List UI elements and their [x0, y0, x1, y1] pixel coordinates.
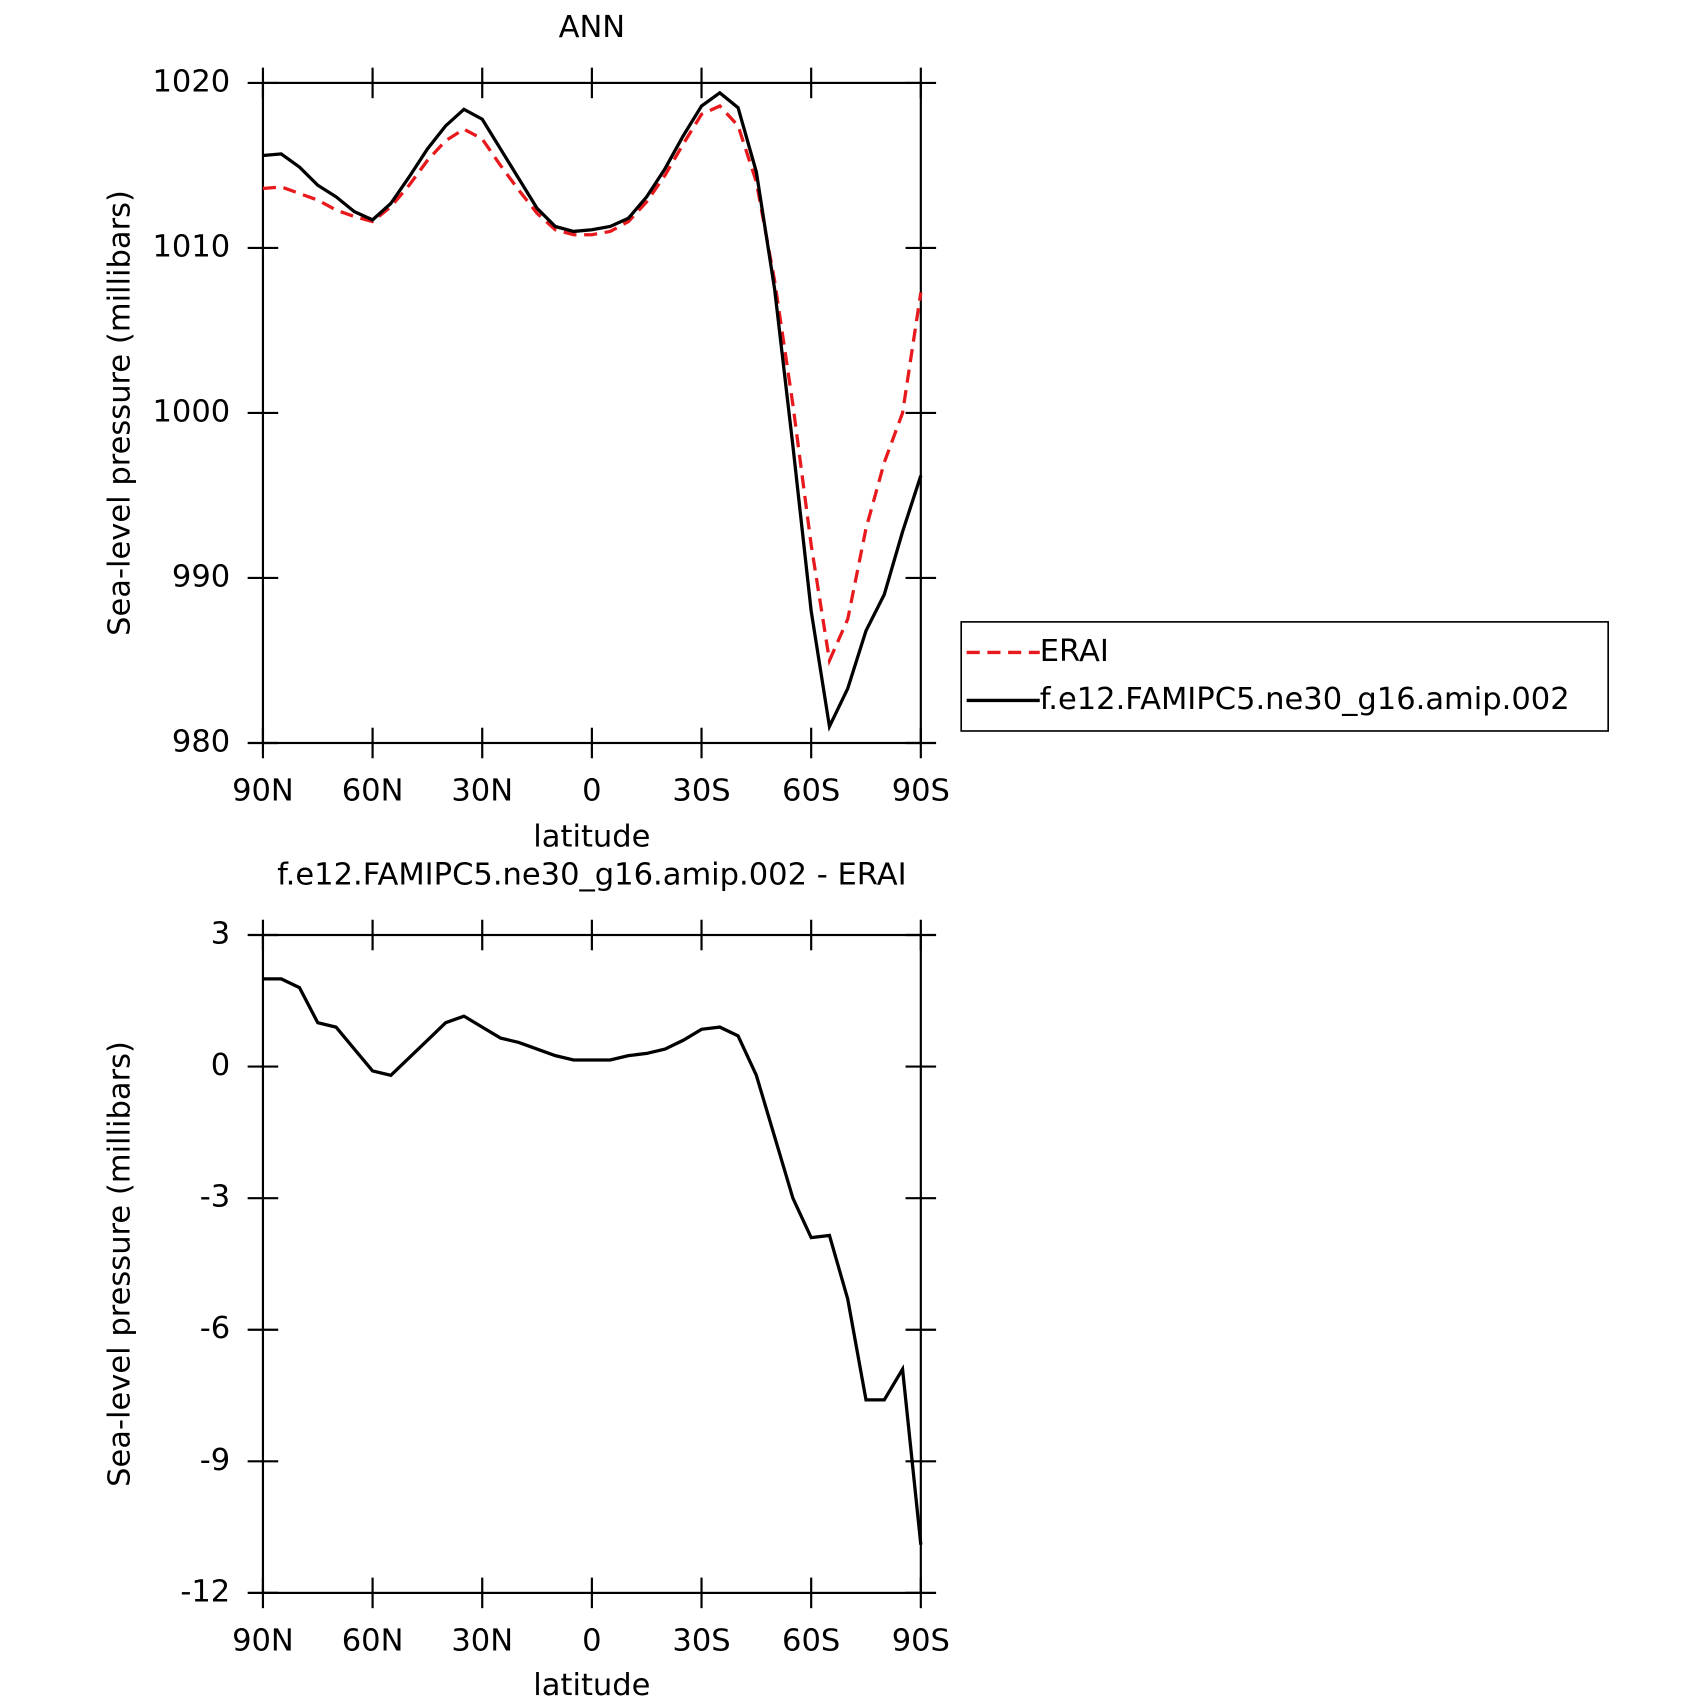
x-tick-label: 90S	[892, 1623, 950, 1658]
y-tick-label: -6	[200, 1311, 230, 1346]
x-tick-label: 30S	[672, 1623, 730, 1658]
legend-label: ERAI	[1040, 634, 1109, 669]
y-tick-label: -9	[200, 1443, 230, 1478]
legend-label: f.e12.FAMIPC5.ne30_g16.amip.002	[1040, 682, 1570, 717]
y-axis-label: Sea-level pressure (millibars)	[103, 190, 138, 636]
plot-frame	[261, 81, 922, 745]
chart-title: f.e12.FAMIPC5.ne30_g16.amip.002 - ERAI	[277, 858, 906, 893]
y-tick-label: 990	[172, 559, 230, 594]
legend-box	[960, 621, 1609, 732]
x-tick-label: 90S	[892, 774, 950, 809]
chart-title: ANN	[559, 10, 626, 45]
x-tick-label: 0	[582, 1623, 601, 1658]
x-axis-label: latitude	[533, 819, 650, 854]
y-tick-label: 1010	[153, 229, 231, 264]
x-tick-label: 60S	[782, 1623, 840, 1658]
y-tick-label: 0	[211, 1048, 230, 1083]
y-tick-label: -3	[200, 1180, 230, 1215]
y-tick-label: 1000	[153, 394, 231, 429]
x-axis-label: latitude	[533, 1668, 650, 1702]
data-line	[262, 977, 923, 1545]
data-line	[262, 104, 923, 667]
y-tick-label: 3	[211, 917, 230, 952]
plot-frame	[261, 933, 922, 1594]
y-tick-label: 980	[172, 724, 230, 759]
x-tick-label: 60N	[342, 1623, 404, 1658]
y-axis-label: Sea-level pressure (millibars)	[103, 1041, 138, 1487]
y-tick-label: 1020	[153, 64, 231, 99]
x-tick-label: 30N	[451, 1623, 513, 1658]
x-tick-label: 90N	[232, 1623, 294, 1658]
x-tick-label: 60S	[782, 774, 840, 809]
x-tick-label: 0	[582, 774, 601, 809]
x-tick-label: 90N	[232, 774, 294, 809]
data-line	[262, 90, 923, 732]
x-tick-label: 60N	[342, 774, 404, 809]
x-tick-label: 30S	[672, 774, 730, 809]
x-tick-label: 30N	[451, 774, 513, 809]
y-tick-label: -12	[180, 1574, 230, 1609]
